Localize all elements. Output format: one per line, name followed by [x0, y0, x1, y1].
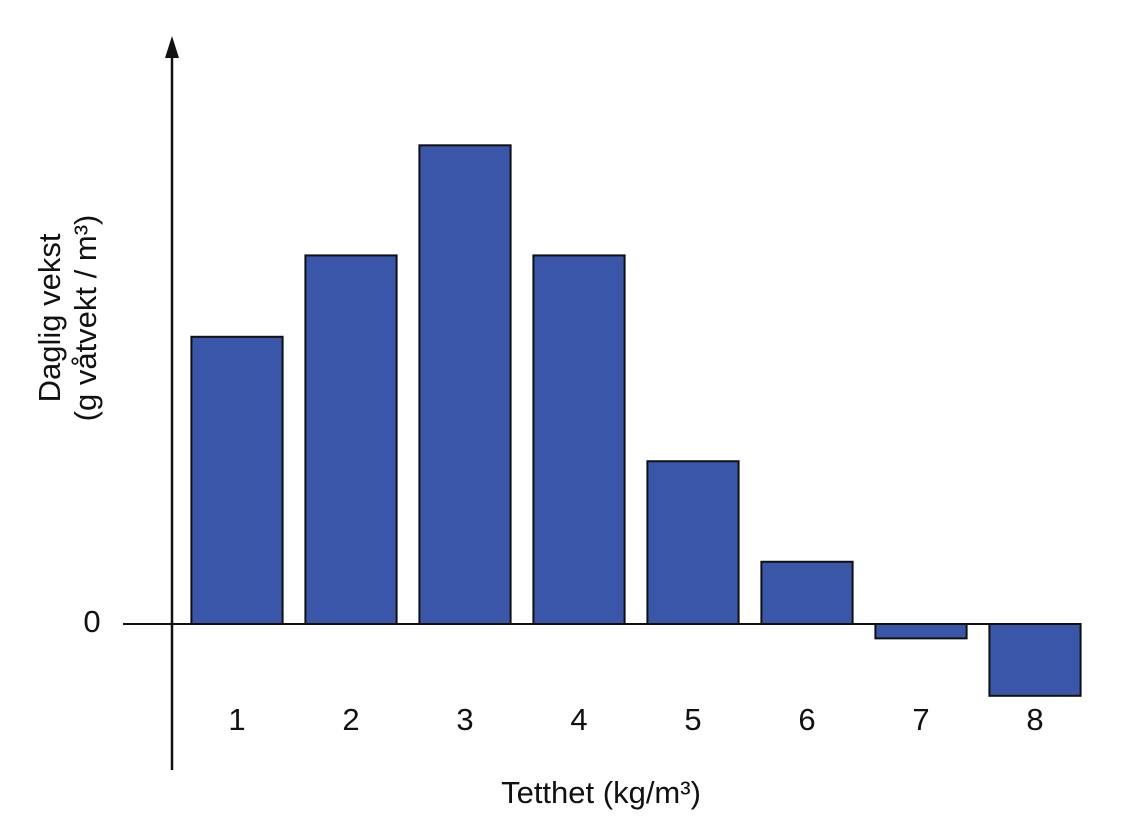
y-tick-label: 0: [83, 604, 100, 639]
y-axis-title: Daglig vekst (g våtvekt / m³): [32, 215, 103, 422]
x-tick-label: 5: [684, 702, 701, 737]
y-axis-title-line: Daglig vekst: [32, 233, 67, 402]
bar: [190, 335, 284, 625]
x-tick-label: 8: [1026, 702, 1043, 737]
x-tick-label: 7: [912, 702, 929, 737]
x-tick-label: 3: [456, 702, 473, 737]
x-tick-label: 2: [342, 702, 359, 737]
bar: [418, 144, 512, 626]
bar: [304, 254, 398, 625]
bar: [532, 254, 626, 625]
bar: [760, 560, 854, 626]
bar: [988, 623, 1082, 697]
x-axis-title: Tetthet (kg/m³): [501, 775, 701, 810]
bar: [874, 623, 968, 640]
y-axis-title-line: (g våtvekt / m³): [68, 215, 103, 422]
y-axis-arrow: [165, 36, 179, 58]
x-tick-label: 4: [570, 702, 587, 737]
bar: [646, 460, 740, 626]
x-tick-label: 6: [798, 702, 815, 737]
x-tick-label: 1: [228, 702, 245, 737]
